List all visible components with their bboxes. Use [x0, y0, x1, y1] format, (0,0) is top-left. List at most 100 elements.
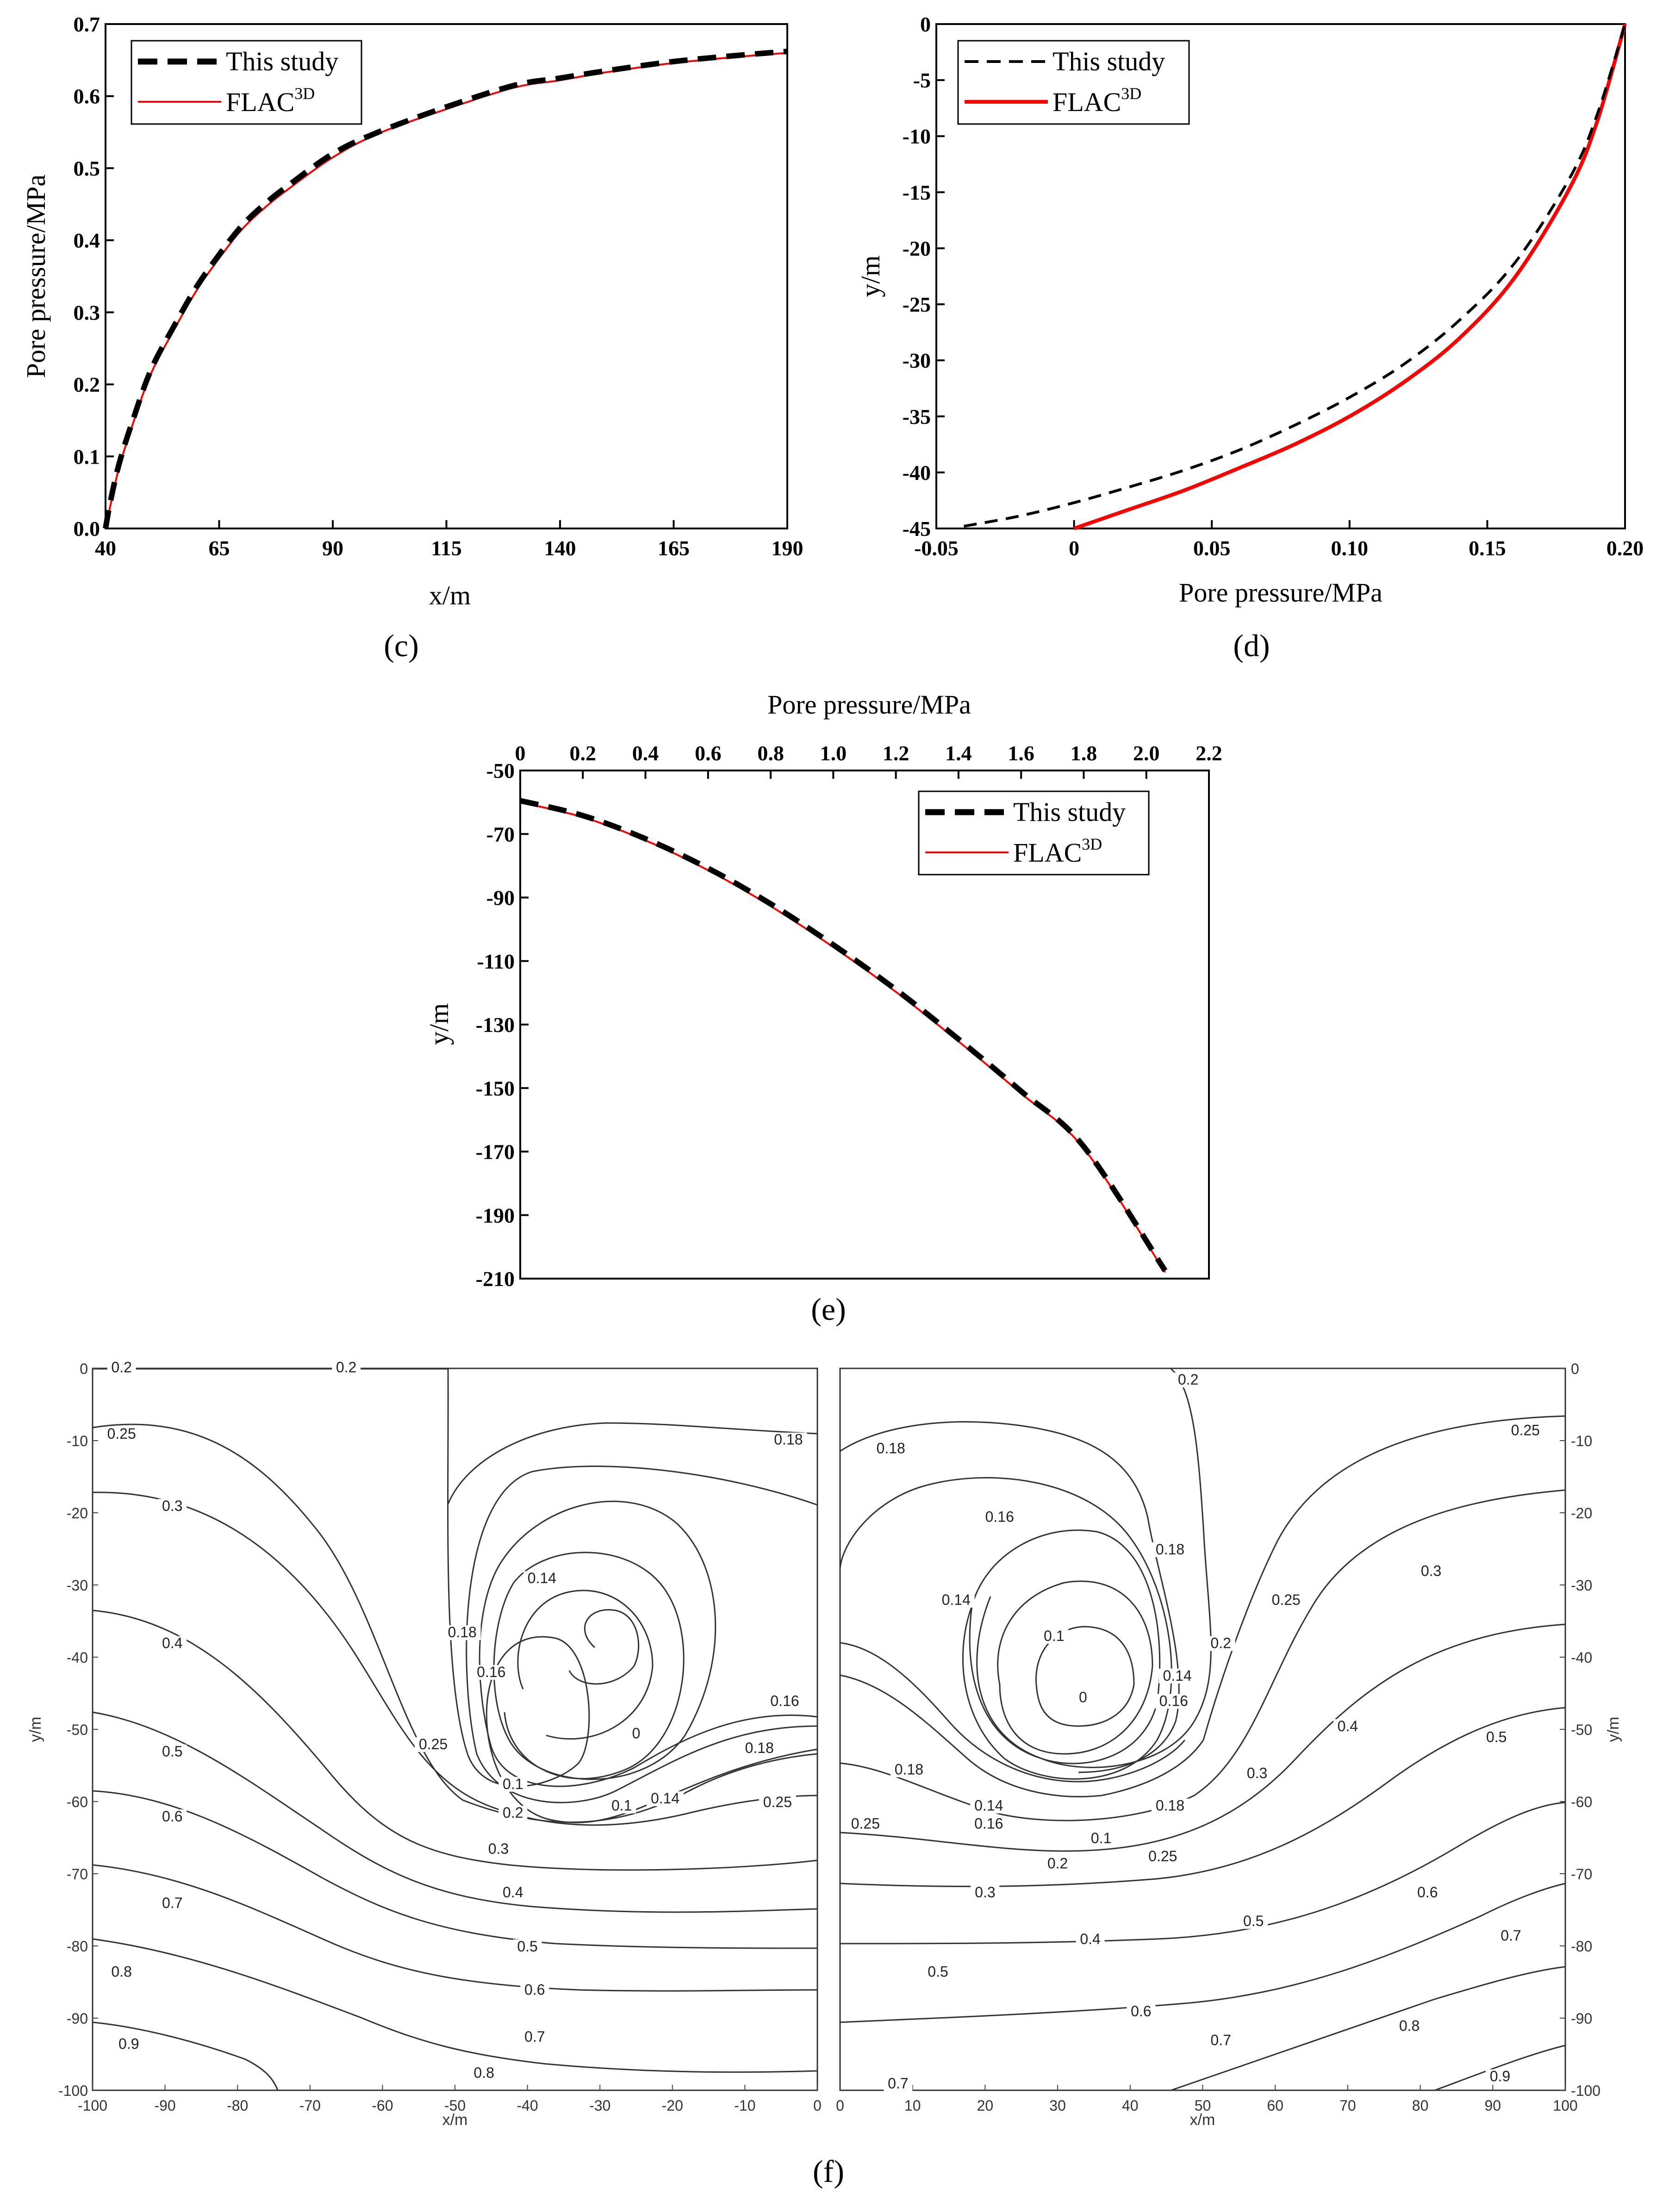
contour-panel-f-right: 0 10 20 30 40 50 60 70 80 90 100 0 -10 -20 -30 -40 -50 -6… — [813, 1361, 1622, 2189]
panel-label-e: (e) — [811, 1292, 846, 1327]
xtick-label-fr: 10 — [904, 2097, 921, 2114]
contour-line-018-lower-right — [840, 1642, 1186, 1783]
contour-line-07-right — [840, 1883, 1566, 2023]
xtick-label-e: 1.8 — [1071, 741, 1097, 765]
xlabel-c: x/m — [429, 580, 471, 610]
xtick-label-e: 0.4 — [632, 741, 659, 765]
legend-label-flac-e: FLAC3D — [1013, 835, 1102, 868]
panel-label-f: (f) — [813, 2154, 844, 2189]
legend-label-flac-d: FLAC3D — [1052, 84, 1141, 117]
ytick-label-fl: -80 — [67, 1938, 88, 1955]
legend-d: This study FLAC3D — [957, 40, 1190, 125]
contour-label-bg-fr — [970, 1798, 1008, 1814]
contour-label-bg-fr — [1206, 1636, 1235, 1651]
ytick-label-e: -210 — [476, 1267, 515, 1291]
panel-label-d: (d) — [1233, 628, 1270, 663]
xtick-label-c: 190 — [772, 536, 803, 560]
xtick-label-fr: 40 — [1122, 2097, 1139, 2114]
contour-label-fr: 0.7 — [1210, 2032, 1231, 2049]
contour-line-020-right — [976, 1368, 1212, 1768]
contour-label-fr: 0.6 — [1131, 2003, 1151, 2019]
contour-line-04-right — [840, 1623, 1566, 1852]
series-line-e-0 — [519, 798, 1168, 1273]
contour-label-fl: 0.4 — [162, 1635, 182, 1652]
ytick-label-c: 0.6 — [74, 85, 100, 108]
contour-label-bg-fl — [520, 1982, 549, 1998]
xtick-label-e: 0 — [515, 741, 526, 765]
legend-e: This study FLAC3D — [918, 790, 1150, 876]
contour-label-fr: 0.2 — [1047, 1855, 1068, 1871]
ytick-label-fl: -70 — [67, 1866, 88, 1883]
contour-line-03-left — [92, 1491, 818, 1826]
ytick-label-d: -15 — [903, 180, 931, 204]
ytick-label-fr: -30 — [1571, 1577, 1592, 1594]
contour-label-bg-fr — [937, 1593, 975, 1608]
xtick-label-fl: -40 — [517, 2097, 538, 2114]
contour-label-fl: 0.16 — [477, 1664, 505, 1680]
legend-label-flac-c: FLAC3D — [226, 84, 315, 117]
contour-label-fr: 0.16 — [974, 1815, 1003, 1832]
legend-c: This study FLAC3D — [131, 40, 362, 125]
xtick-label-fl: 0 — [813, 2097, 822, 2114]
contour-line-018-top-left — [447, 1422, 818, 1504]
contour-label-fr: 0.25 — [1148, 1848, 1177, 1864]
contour-label-bg-fl — [158, 1896, 187, 1911]
xlabel-f-left: x/m — [442, 2111, 468, 2129]
xtick-label-e: 1.2 — [883, 741, 909, 765]
contour-line-025-upper-right — [1202, 1415, 1566, 1740]
contour-label-bg-fr — [971, 1885, 1000, 1900]
contour-label-bg-fl — [103, 1427, 140, 1442]
xtick-label-fr: 70 — [1339, 2097, 1356, 2114]
ytick-label-c: 0.3 — [74, 301, 100, 324]
contour-line-03-right — [840, 1489, 1566, 1821]
ytick-label-fl: 0 — [80, 1361, 88, 1377]
chart-panel-c: 40 65 90 115 140 165 190 0.0 0.1 0.2 0.3 0.4 0.5 0.6 0… — [21, 12, 803, 663]
contour-label-fr: 0.3 — [1421, 1563, 1441, 1579]
contour-label-bg-fl — [107, 1964, 136, 1980]
ytick-label-e: -110 — [477, 950, 515, 973]
contour-label-fl: 0.16 — [770, 1692, 799, 1709]
ytick-label-d: -30 — [903, 349, 931, 373]
contour-label-fr: 0.14 — [942, 1591, 971, 1608]
contour-label-bg-fr — [1267, 1593, 1305, 1608]
contour-label-bg-fl — [158, 1809, 187, 1824]
contour-label-bg-fl — [498, 1885, 528, 1900]
contour-label-fl: 0 — [632, 1725, 641, 1742]
ytick-label-fr: -100 — [1571, 2082, 1600, 2099]
plot-frame-f-right — [839, 1367, 1566, 2091]
contour-label-bg-fl — [630, 1726, 642, 1741]
ytick-label-d: -45 — [903, 517, 931, 541]
contour-label-bg-fl — [741, 1740, 778, 1756]
contour-label-fr: 0.9 — [1490, 2068, 1510, 2085]
contour-label-fr: 0.16 — [985, 1509, 1014, 1525]
contour-label-fr: 0.18 — [1156, 1797, 1184, 1814]
contour-line-025-lower-right — [840, 1674, 1204, 1797]
contour-label-bg-fl — [759, 1795, 796, 1810]
contour-label-fl: 0.4 — [503, 1884, 523, 1901]
ytick-label-fr: -10 — [1571, 1433, 1592, 1449]
ytick-label-e: -190 — [476, 1204, 515, 1227]
contour-lines-f-right — [839, 1368, 1566, 2091]
xtick-label-fl: -70 — [299, 2097, 321, 2114]
contour-label-fr: 0 — [1079, 1689, 1087, 1706]
xtick-label-fr: 80 — [1412, 2097, 1429, 2114]
legend-box-e — [918, 790, 1150, 876]
contour-label-fr: 0.18 — [877, 1440, 905, 1456]
xtick-label-fr: 90 — [1485, 2097, 1501, 2114]
contour-label-bg-fl — [415, 1737, 452, 1752]
contour-label-bg-fr — [1144, 1849, 1182, 1864]
contour-label-fr: 0.25 — [1272, 1591, 1301, 1608]
xtick-label-d: 0.15 — [1469, 536, 1506, 560]
panel-label-c: (c) — [384, 628, 418, 663]
contour-label-fr: 0.5 — [928, 1963, 948, 1980]
xtick-label-d: 0.20 — [1607, 536, 1644, 560]
ytick-label-e: -170 — [476, 1140, 515, 1164]
contour-label-fl: 0.14 — [651, 1790, 679, 1807]
ytick-label-e: -150 — [476, 1076, 515, 1100]
contour-label-bg-fl — [766, 1694, 803, 1709]
ytick-label-e: -130 — [476, 1013, 515, 1037]
ytick-label-c: 0.7 — [74, 12, 100, 36]
contour-line-018-outer-left — [466, 1465, 818, 1803]
ytick-label-fl: -60 — [67, 1794, 88, 1810]
contour-label-fr: 0.14 — [1163, 1667, 1192, 1684]
